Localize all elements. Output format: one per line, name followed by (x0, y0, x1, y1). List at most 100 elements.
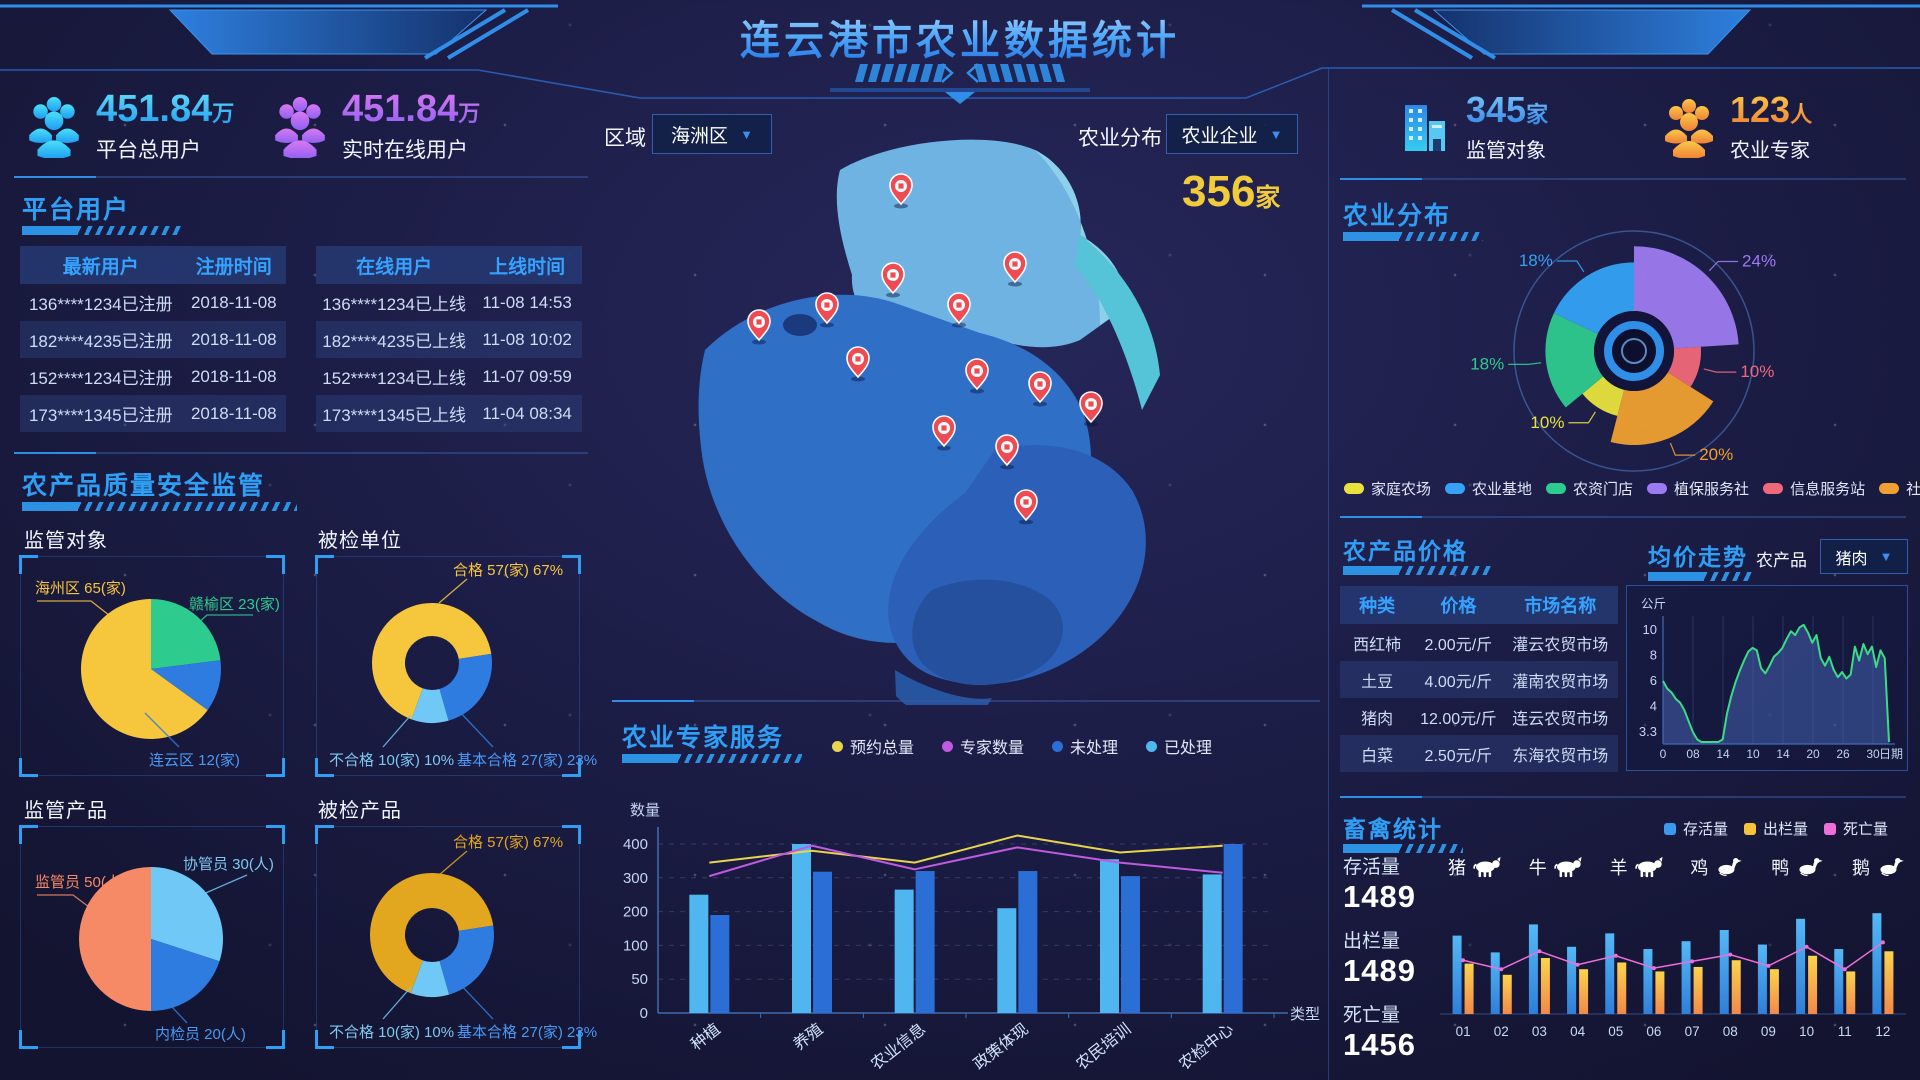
legend-item[interactable]: 信息服务站 (1763, 478, 1865, 499)
pie-label: 内检员 20(人) (155, 1026, 246, 1043)
donut-panel-checked-unit: 合格 57(家) 67% 基本合格 27(家) 23% 不合格 10(家) 10… (315, 555, 597, 777)
table-row: 173****1345已上线 11-04 08:34 (316, 395, 582, 432)
title-underline (22, 226, 182, 235)
pie-label: 赣榆区 23(家) (189, 596, 280, 613)
svg-text:02: 02 (1494, 1024, 1509, 1039)
vertical-divider (1328, 68, 1329, 1080)
legend-item[interactable]: 植保服务社 (1647, 478, 1749, 499)
svg-text:0: 0 (1660, 747, 1667, 761)
svg-text:数量: 数量 (630, 802, 660, 819)
table-row: 152****1234已注册 2018-11-08 (28, 366, 277, 389)
title-underline (22, 502, 297, 511)
page-title: 连云港市农业数据统计 (740, 8, 1180, 66)
legend-item[interactable]: 存活量 (1664, 818, 1728, 839)
donut-panel-checked-product: 合格 57(家) 67% 基本合格 27(家) 23% 不合格 10(家) 10… (315, 825, 597, 1049)
animal-ox: 牛 (1529, 854, 1583, 880)
animal-sheep: 羊 (1610, 854, 1664, 880)
svg-text:3.3: 3.3 (1639, 724, 1657, 739)
pie-panel-supervise-target: 海州区 65(家) 赣榆区 23(家) 连云区 12(家) (19, 555, 285, 777)
chart-subtitle: 被检产品 (318, 800, 402, 822)
legend-swatch (1744, 822, 1757, 835)
legend-item[interactable]: 家庭农场 (1344, 478, 1431, 499)
product-select[interactable]: 猪肉 ▼ (1820, 539, 1908, 574)
svg-text:09: 09 (1761, 1024, 1776, 1039)
svg-text:300: 300 (623, 870, 648, 887)
svg-text:24%: 24% (1742, 251, 1776, 270)
title-underline (1648, 572, 1752, 581)
svg-text:18%: 18% (1470, 354, 1504, 373)
svg-text:07: 07 (1685, 1024, 1700, 1039)
svg-text:日期: 日期 (1879, 747, 1903, 761)
legend-item[interactable]: 已处理 (1146, 734, 1212, 758)
pie-label: 协管员 30(人) (183, 856, 274, 873)
legend-item[interactable]: 死亡量 (1824, 818, 1888, 839)
map-region-south (912, 579, 1063, 686)
chevron-down-icon: ▼ (740, 126, 753, 142)
stat-agri-experts: 123人 农业专家 (1662, 92, 1812, 163)
dist-select[interactable]: 农业企业 ▼ (1166, 114, 1298, 154)
svg-text:26: 26 (1836, 747, 1850, 761)
dist-count: 356家 (1182, 167, 1281, 216)
stat-online-users: 451.84万 实时在线用户 (272, 90, 480, 164)
svg-text:类型: 类型 (1290, 1006, 1320, 1023)
svg-text:6: 6 (1650, 673, 1657, 688)
expert-legend: 预约总量 专家数量 未处理 已处理 (832, 734, 1212, 758)
svg-text:14: 14 (1776, 747, 1790, 761)
svg-text:20: 20 (1806, 747, 1820, 761)
product-label: 农产品 (1756, 551, 1807, 570)
livestock-stat: 死亡量 1456 (1343, 1005, 1416, 1062)
svg-text:10: 10 (1799, 1024, 1814, 1039)
section-title-trend: 均价走势 (1648, 544, 1748, 570)
stat-label: 农业专家 (1730, 140, 1810, 162)
pie-label: 监管员 50(人) (35, 874, 126, 891)
section-title-price: 农产品价格 (1343, 538, 1468, 564)
divider (1340, 796, 1906, 798)
legend-item[interactable]: 专家数量 (942, 734, 1024, 758)
svg-text:农检中心: 农检中心 (1176, 1020, 1238, 1074)
pie-label: 基本合格 27(家) 23% (457, 1024, 598, 1041)
table-row: 182****4235已上线 11-08 10:02 (316, 321, 582, 358)
svg-text:11: 11 (1838, 1024, 1852, 1039)
legend-item[interactable]: 农业基地 (1445, 478, 1532, 499)
col-header: 最新用户 (20, 246, 182, 284)
title-underline (1343, 844, 1463, 853)
legend-swatch (1647, 483, 1668, 494)
col-header: 注册时间 (181, 246, 286, 284)
table-row: 136****1234已注册 2018-11-08 (28, 292, 277, 315)
pie-label: 合格 57(家) 67% (453, 562, 564, 579)
legend-swatch (1824, 822, 1837, 835)
map-region-tail (895, 670, 992, 705)
stat-label: 平台总用户 (96, 139, 201, 162)
table-row: 西红柿 2.00元/斤 灌云农贸市场 (1353, 636, 1609, 654)
svg-text:03: 03 (1532, 1024, 1547, 1039)
svg-text:18%: 18% (1519, 251, 1553, 270)
legend-swatch (1879, 483, 1900, 494)
pie-label: 海州区 65(家) (35, 580, 126, 597)
chart-subtitle: 监管对象 (24, 530, 108, 552)
legend-item[interactable]: 社会组织 (1879, 478, 1920, 499)
col-header: 上线时间 (472, 246, 582, 284)
region-select-value: 海洲区 (671, 125, 729, 147)
svg-text:10%: 10% (1530, 413, 1564, 432)
pie-label: 基本合格 27(家) 23% (457, 752, 598, 769)
header-decoration (0, 4, 1920, 104)
register-table: 最新用户 注册时间 136****1234已注册 2018-11-08 182***… (20, 246, 286, 432)
pie-chart (37, 867, 248, 1024)
pie-label: 不合格 10(家) 10% (329, 1024, 455, 1041)
pie-chart (37, 599, 253, 748)
legend-item[interactable]: 预约总量 (832, 734, 914, 758)
legend-item[interactable]: 农资门店 (1546, 478, 1633, 499)
livestock-legend: 存活量 出栏量 死亡量 (1664, 818, 1888, 839)
legend-item[interactable]: 未处理 (1052, 734, 1118, 758)
animal-goose: 鹅 (1852, 854, 1906, 880)
online-table: 在线用户 上线时间 136****1234已上线 11-08 14:53 182**… (316, 246, 582, 432)
table-row: 152****1234已上线 11-07 09:59 (322, 366, 572, 389)
map-lake (783, 314, 817, 336)
building-icon (1405, 104, 1445, 151)
dist-label: 农业分布 (1078, 127, 1162, 150)
table-row: 173****1345已注册 2018-11-08 (20, 395, 286, 432)
legend-item[interactable]: 出栏量 (1744, 818, 1808, 839)
region-select[interactable]: 海洲区 ▼ (652, 114, 772, 154)
livestock-chart: 01 02 03 04 05 06 07 08 09 10 11 12 (1440, 913, 1906, 1039)
svg-text:10: 10 (1746, 747, 1760, 761)
